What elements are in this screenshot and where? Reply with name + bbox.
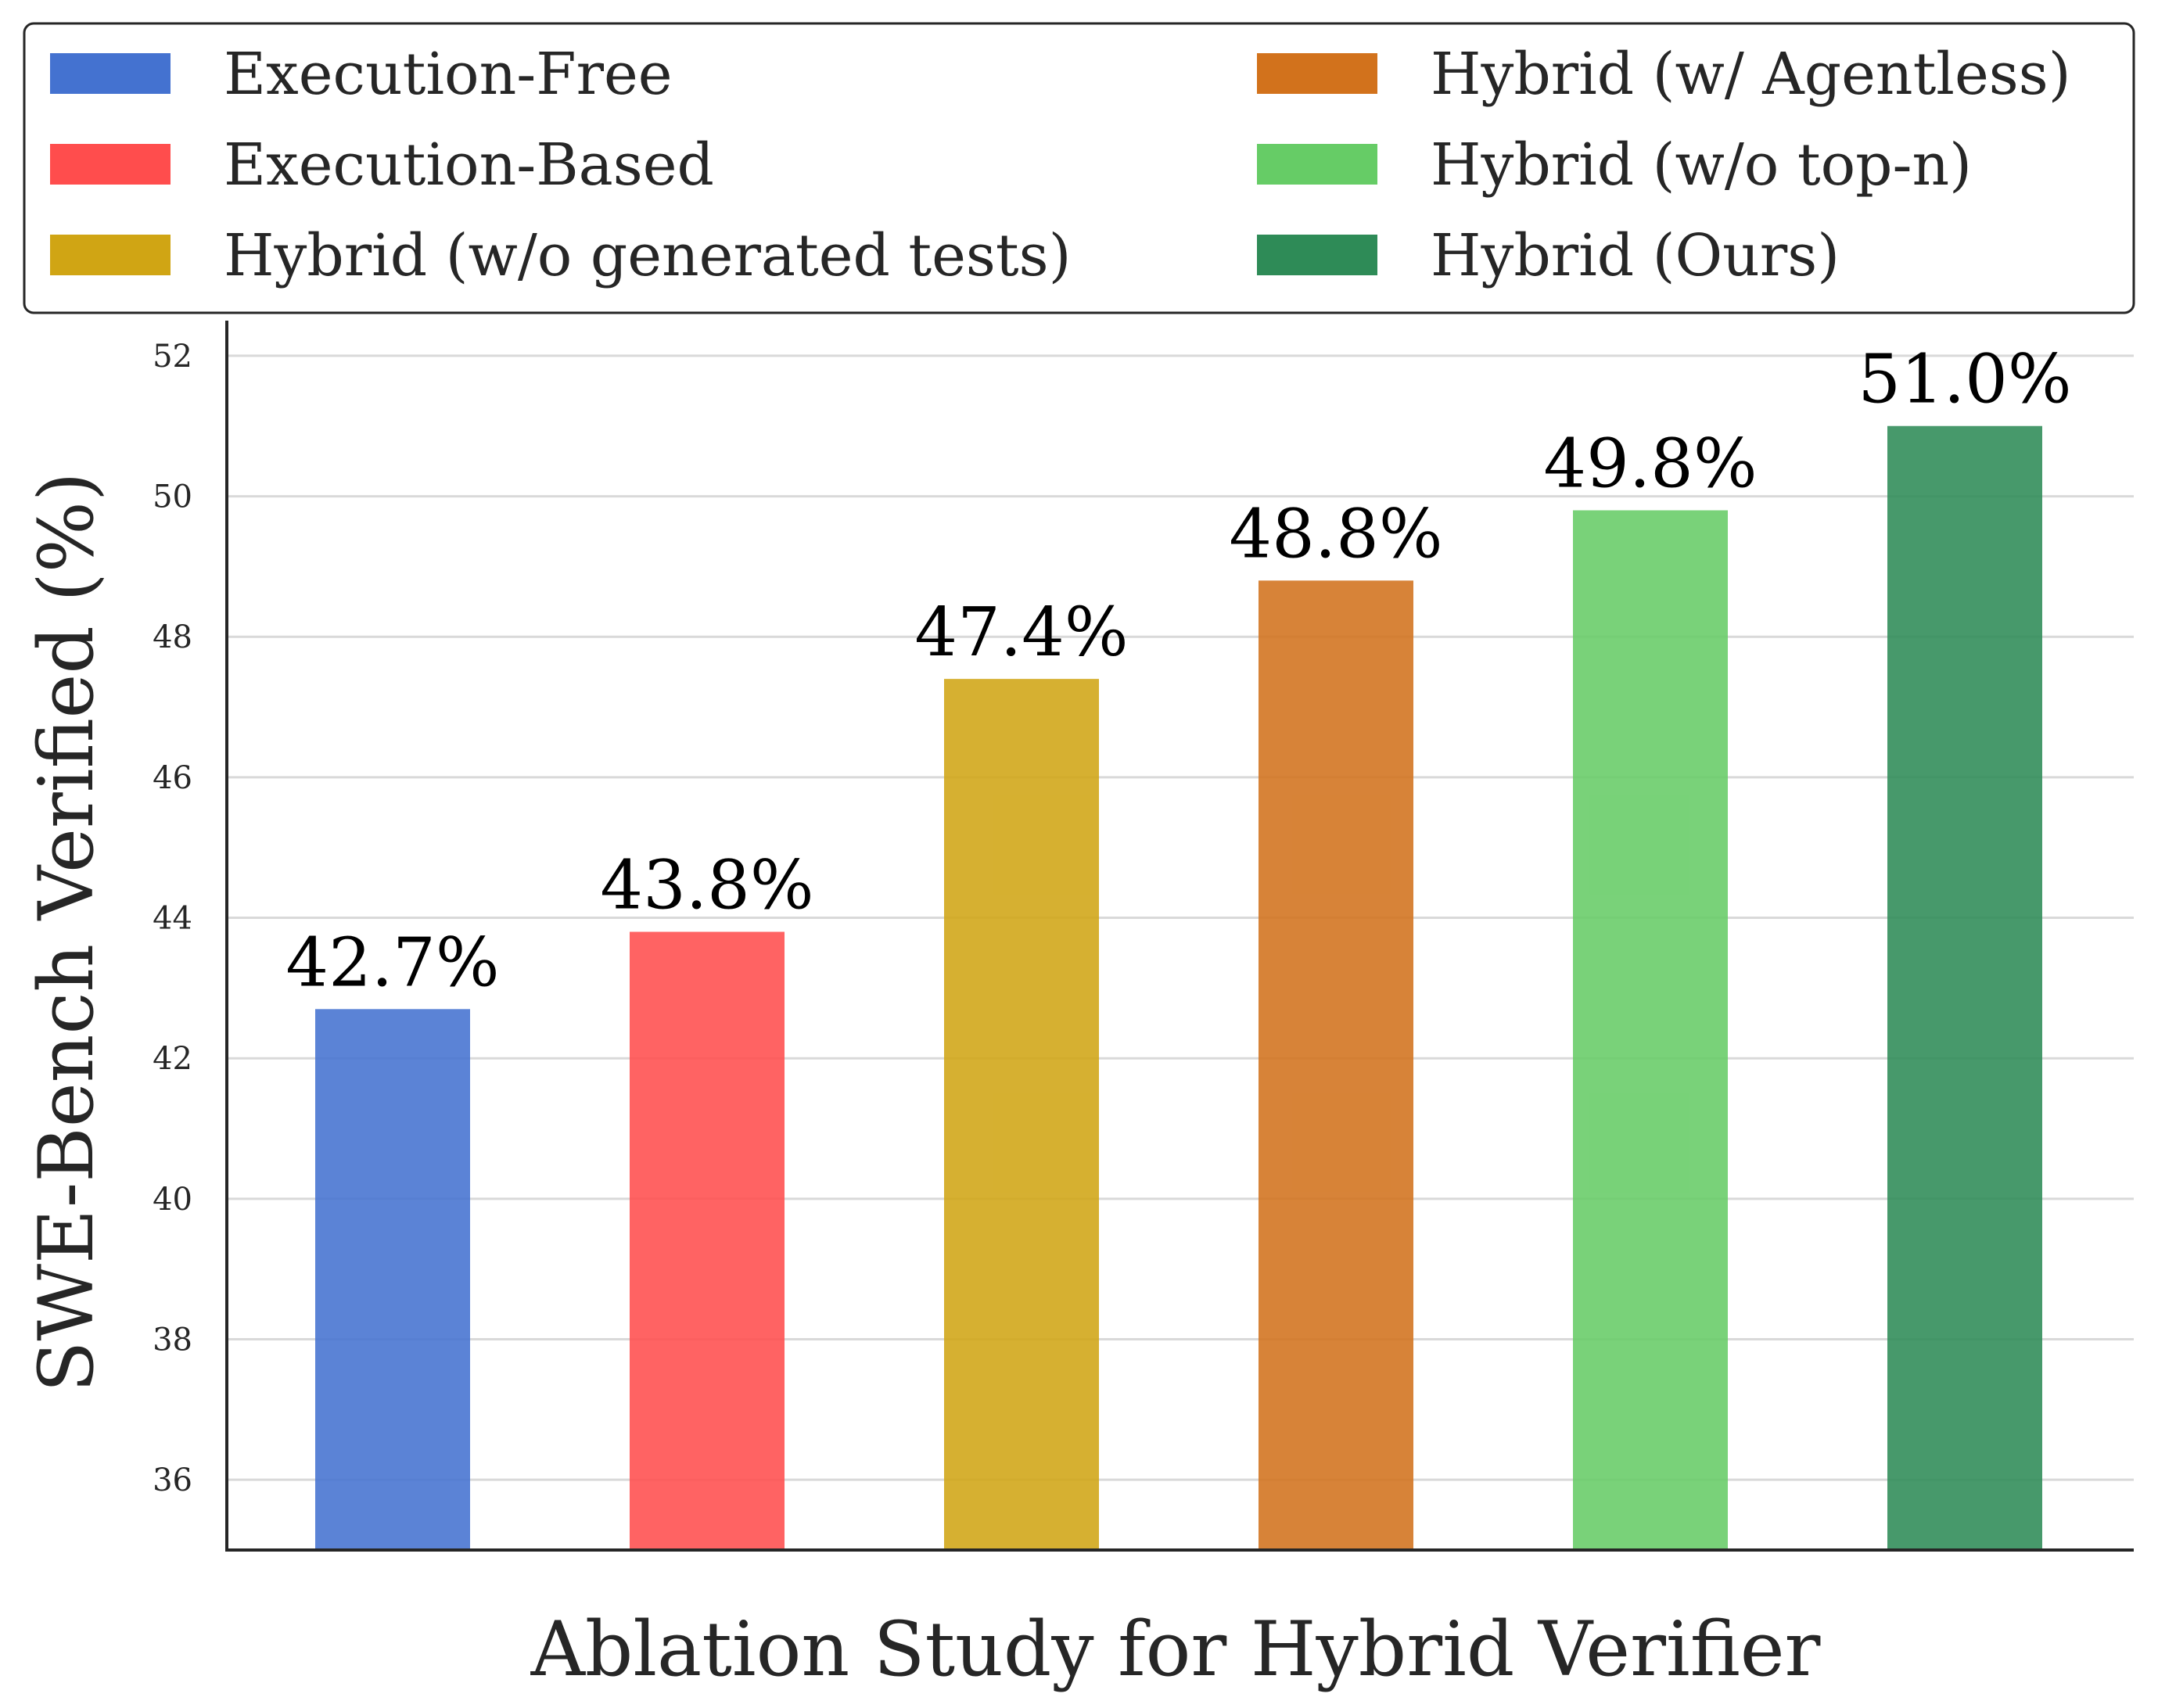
data-labels: 42.7% 43.8% 47.4% 48.8% 49.8% 51.0% — [285, 341, 2071, 1003]
y-tick-label: 44 — [153, 901, 192, 937]
legend-label-execution-free: Execution-Free — [224, 41, 673, 108]
y-axis-label: SWE-Bench Verified (%) — [23, 472, 110, 1393]
y-tick-label: 48 — [153, 619, 192, 655]
legend-swatch-hybrid-w-o-generated-tests — [50, 235, 171, 275]
data-label-execution-based: 43.8% — [600, 847, 813, 925]
data-label-hybrid-w-agentless: 48.8% — [1229, 495, 1442, 573]
legend-label-hybrid-w-o-top-n: Hybrid (w/o top-n) — [1431, 131, 1972, 199]
bar-execution-free — [315, 1009, 470, 1550]
bar-hybrid-w-o-generated-tests — [944, 679, 1099, 1550]
legend-swatch-execution-free — [50, 53, 171, 94]
y-tick-label: 46 — [153, 760, 192, 796]
y-tick-label: 42 — [153, 1041, 192, 1077]
data-label-hybrid-w-o-generated-tests: 47.4% — [914, 594, 1128, 672]
bar-hybrid-ours — [1887, 425, 2042, 1550]
y-tick-label: 52 — [153, 339, 192, 375]
legend: Execution-Free Execution-Based Hybrid (w/o… — [23, 22, 2135, 314]
y-tick-label: 36 — [153, 1462, 192, 1498]
legend-swatch-execution-based — [50, 144, 171, 185]
y-ticks: 36 38 40 42 44 46 48 50 52 — [153, 339, 192, 1498]
legend-label-hybrid-ours: Hybrid (Ours) — [1431, 222, 1840, 289]
legend-swatch-hybrid-w-agentless — [1257, 53, 1377, 94]
bar-execution-based — [630, 931, 785, 1550]
legend-label-execution-based: Execution-Based — [224, 131, 714, 199]
legend-frame — [23, 22, 2135, 314]
data-label-execution-free: 42.7% — [285, 924, 499, 1002]
legend-swatch-hybrid-ours — [1257, 235, 1377, 275]
x-axis-label: Ablation Study for Hybrid Verifier — [530, 1606, 1821, 1693]
y-tick-label: 40 — [153, 1182, 192, 1218]
bars — [315, 425, 2042, 1551]
data-label-hybrid-ours: 51.0% — [1858, 341, 2071, 419]
legend-label-hybrid-w-o-generated-tests: Hybrid (w/o generated tests) — [224, 222, 1071, 289]
bar-hybrid-w-agentless — [1259, 580, 1413, 1550]
gridlines — [227, 354, 2134, 1481]
bar-hybrid-w-o-top-n — [1573, 510, 1728, 1551]
legend-swatch-hybrid-w-o-top-n — [1257, 144, 1377, 185]
y-tick-label: 38 — [153, 1322, 192, 1358]
legend-label-hybrid-w-agentless: Hybrid (w/ Agentless) — [1431, 41, 2071, 108]
y-tick-label: 50 — [153, 479, 192, 515]
data-label-hybrid-w-o-top-n: 49.8% — [1543, 425, 1757, 504]
